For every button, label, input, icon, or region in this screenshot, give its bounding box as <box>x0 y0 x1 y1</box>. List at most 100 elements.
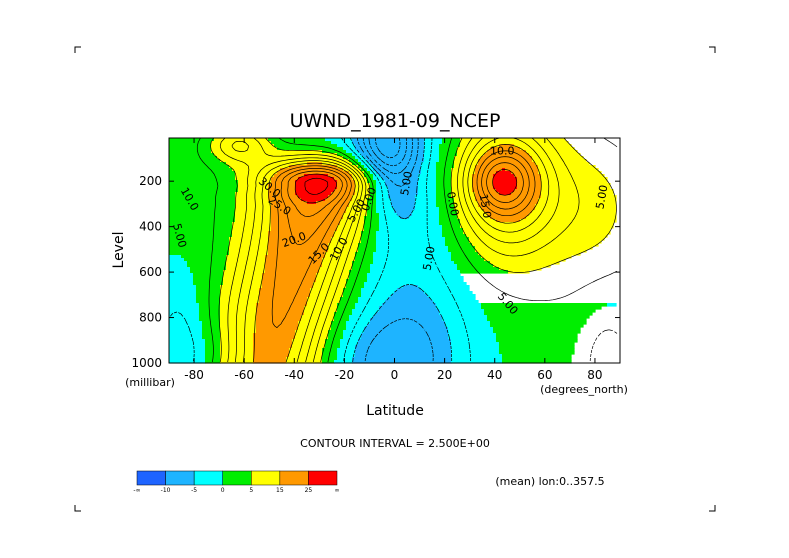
contour-fill-cell <box>334 177 353 181</box>
contour-fill-cell <box>214 138 269 142</box>
contour-fill-cell <box>268 246 329 250</box>
x-axis: -80 -60 -40 -20 0 20 40 60 80 <box>184 138 603 382</box>
contour-fill-cell <box>349 201 368 205</box>
x-tick-label: -20 <box>335 368 355 382</box>
contour-fill-cell <box>379 306 437 310</box>
contour-fill-cell <box>292 342 326 346</box>
contour-fill-cell <box>493 177 518 181</box>
contour-fill-cell <box>352 360 452 364</box>
contour-fill-cell <box>220 330 257 334</box>
contour-fill-cell <box>199 309 221 313</box>
contour-fill-cell <box>376 312 440 316</box>
x-axis-units: (degrees_north) <box>540 383 628 396</box>
contour-fill-cell <box>334 360 353 364</box>
contour-fill-cell <box>376 237 446 241</box>
contour-fill-cell <box>205 354 221 358</box>
contour-fill-cell <box>253 342 293 346</box>
contour-fill-cell <box>376 234 443 238</box>
contour-fill-cell <box>436 171 452 175</box>
contour-fill-cell <box>190 270 224 274</box>
contour-fill-cell <box>460 222 614 226</box>
contour-fill-cell <box>367 201 377 205</box>
contour-fill-cell <box>169 180 239 184</box>
contour-fill-cell <box>271 222 341 226</box>
contour-fill-cell <box>232 231 269 235</box>
contour-fill-cell <box>196 285 221 289</box>
contour-fill-cell <box>169 222 233 226</box>
contour-fill-cell <box>355 255 374 259</box>
contour-fill-cell <box>493 174 515 178</box>
contour-fill-cell <box>484 312 593 316</box>
contour-fill-cell <box>451 180 473 184</box>
contour-fill-cell <box>220 327 257 331</box>
contour-fill-cell <box>532 210 617 214</box>
contour-fill-cell <box>271 216 344 220</box>
contour-fill-cell <box>484 210 533 214</box>
contour-fill-cell <box>259 300 308 304</box>
contour-fill-cell <box>436 201 455 205</box>
contour-fill-cell <box>226 258 266 262</box>
contour-fill-cell <box>364 225 380 229</box>
contour-fill-cell <box>169 144 212 148</box>
contour-fill-cell <box>367 198 377 202</box>
contour-fill-cell <box>358 243 377 247</box>
contour-fill-cell <box>271 219 341 223</box>
contour-fill-cell <box>253 336 296 340</box>
contour-fill-cell <box>424 141 443 145</box>
contour-fill-cell <box>370 321 446 325</box>
contour-fill-cell <box>235 177 272 181</box>
contour-fill-cell <box>295 180 338 184</box>
contour-fill-cell <box>238 186 269 190</box>
contour-fill-cell <box>223 276 263 280</box>
contour-fill-cell <box>361 237 377 241</box>
contour-fill-cell <box>439 159 455 163</box>
contour-fill-cell <box>442 141 461 145</box>
contour-fill-cell <box>361 336 449 340</box>
contour-fill-cell <box>418 189 437 193</box>
contour-fill-cell <box>526 216 617 220</box>
chart-title: UWND_1981-09_NCEP <box>290 110 501 132</box>
contour-fill-cell <box>607 303 617 307</box>
contour-fill-cell <box>220 159 350 163</box>
contour-fill-cell <box>259 288 311 292</box>
contour-fill-cell <box>349 315 374 319</box>
contour-fill-cell <box>220 360 254 364</box>
contour-fill-cell <box>322 150 347 154</box>
contour-fill-cell <box>391 198 416 202</box>
contour-fill-cell <box>448 330 494 334</box>
contour-fill-cell <box>337 309 353 313</box>
contour-fill-cell <box>325 138 353 142</box>
contour-fill-cell <box>220 300 260 304</box>
contour-fill-cell <box>496 189 515 193</box>
contour-fill-cell <box>385 183 419 187</box>
contour-fill-cell <box>229 252 269 256</box>
contour-fill-cell <box>364 330 449 334</box>
contour-fill-cell <box>448 336 497 340</box>
contour-fill-cell <box>532 159 587 163</box>
contour-fill-cell <box>169 321 203 325</box>
contour-fill-cell <box>364 165 374 169</box>
contour-fill-cell <box>271 225 338 229</box>
contour-fill-cell <box>514 174 542 178</box>
contour-fill-cell <box>352 162 362 166</box>
contour-fill-cell <box>190 267 227 271</box>
contour-fill-cell <box>508 270 530 274</box>
corner-mark-top-left <box>74 46 81 53</box>
contour-fill-cell <box>352 267 371 271</box>
contour-fill-cell <box>307 162 323 166</box>
contour-fill-cell <box>493 327 581 331</box>
contour-fill-cell <box>343 291 362 295</box>
contour-fill-cell <box>478 159 533 163</box>
contour-fill-cell <box>364 156 425 160</box>
contour-fill-cell <box>196 288 221 292</box>
contour-fill-cell <box>301 315 335 319</box>
contour-fill-cell <box>352 141 425 145</box>
contour-fill-cell <box>322 360 335 364</box>
contour-fill-cell <box>364 219 380 223</box>
contour-fill-cell <box>349 273 368 277</box>
contour-fill-cell <box>373 174 380 178</box>
contour-fill-cell <box>451 183 473 187</box>
contour-fill-cell <box>529 153 581 157</box>
contour-fill-cell <box>169 150 212 154</box>
contour-fill-cell <box>490 324 584 328</box>
